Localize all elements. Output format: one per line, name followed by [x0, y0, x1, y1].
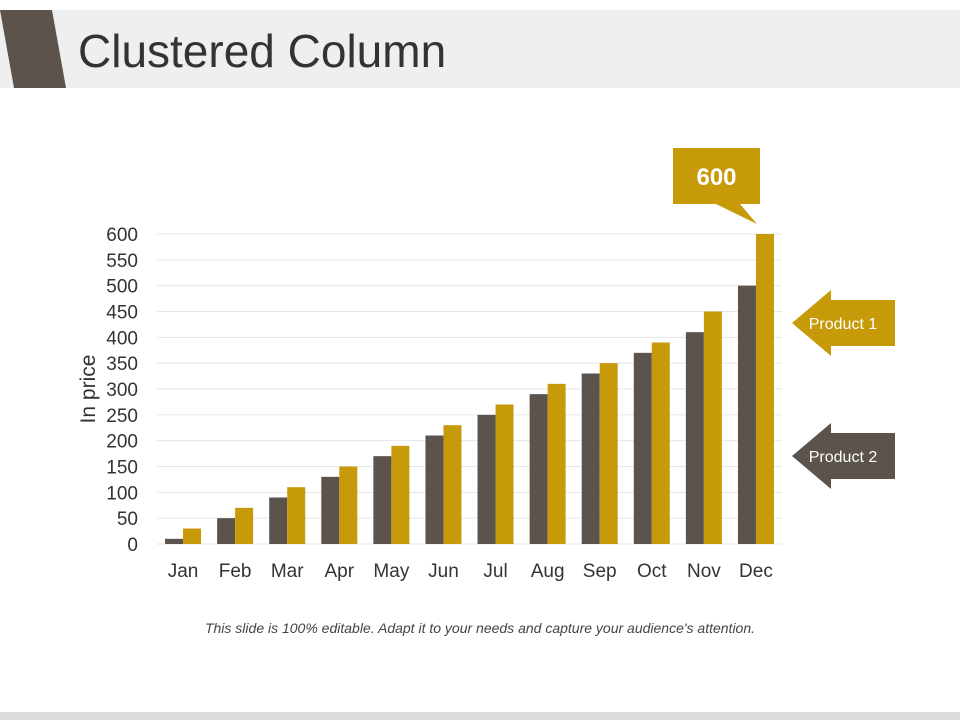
x-tick-label: May — [373, 561, 409, 582]
bottom-strip — [0, 712, 960, 720]
bar-product-2-jan — [165, 538, 184, 544]
footer-note: This slide is 100% editable. Adapt it to… — [204, 620, 756, 636]
y-tick-label: 550 — [106, 251, 138, 272]
bar-product-1-feb — [235, 507, 254, 544]
y-tick-label: 250 — [106, 406, 138, 427]
bar-product-2-sep — [581, 373, 600, 544]
y-tick-label: 150 — [106, 458, 138, 479]
bar-product-2-jul — [477, 414, 496, 544]
title-accent-shape — [0, 10, 66, 88]
value-callout — [673, 148, 760, 224]
bar-product-2-nov — [685, 332, 704, 544]
legend-arrow-product-2 — [792, 423, 895, 489]
y-tick-label: 200 — [106, 432, 138, 453]
bar-product-2-jun — [425, 435, 444, 544]
x-tick-label: Aug — [531, 561, 565, 582]
bar-product-1-nov — [703, 311, 722, 544]
y-tick-label: 400 — [106, 328, 138, 349]
y-tick-label: 500 — [106, 277, 138, 298]
bar-product-1-oct — [651, 342, 670, 544]
x-tick-label: Mar — [271, 561, 304, 582]
y-tick-label: 600 — [106, 225, 138, 246]
bar-product-1-jul — [495, 404, 514, 544]
y-tick-label: 100 — [106, 483, 138, 504]
bar-product-2-dec — [737, 285, 756, 544]
bar-product-2-feb — [217, 518, 236, 544]
value-callout-label: 600 — [696, 164, 736, 191]
bar-product-1-may — [391, 445, 410, 544]
bar-product-1-jun — [443, 425, 462, 544]
x-tick-label: Feb — [219, 561, 252, 582]
x-tick-label: Jun — [428, 561, 459, 582]
x-tick-label: Oct — [637, 561, 667, 582]
y-tick-label: 300 — [106, 380, 138, 401]
x-tick-label: Nov — [687, 561, 721, 582]
bar-product-2-apr — [321, 476, 340, 544]
bar-product-1-jan — [183, 528, 202, 544]
bar-product-2-mar — [269, 497, 288, 544]
legend-arrow-product-1 — [792, 290, 895, 356]
y-tick-label: 350 — [106, 354, 138, 375]
page-title: Clustered Column — [78, 25, 447, 77]
x-tick-label: Apr — [325, 561, 355, 582]
legend-label-product-1: Product 1 — [809, 316, 878, 333]
x-tick-label: Dec — [739, 561, 773, 582]
bar-product-1-mar — [287, 487, 306, 544]
bar-product-2-oct — [633, 352, 652, 544]
x-tick-label: Jan — [168, 561, 199, 582]
bar-product-2-aug — [529, 394, 548, 544]
y-tick-label: 450 — [106, 303, 138, 324]
bar-product-2-may — [373, 456, 392, 544]
y-tick-label: 0 — [127, 535, 138, 556]
bar-product-1-aug — [547, 383, 566, 544]
legend-label-product-2: Product 2 — [809, 449, 878, 466]
y-axis-label: In price — [77, 355, 100, 424]
bar-product-1-apr — [339, 466, 358, 544]
bar-product-1-dec — [755, 234, 774, 544]
bar-product-1-sep — [599, 363, 618, 544]
title-bar: Clustered Column — [0, 10, 960, 88]
y-tick-label: 50 — [117, 509, 138, 530]
x-tick-label: Jul — [483, 561, 507, 582]
x-tick-label: Sep — [583, 561, 617, 582]
